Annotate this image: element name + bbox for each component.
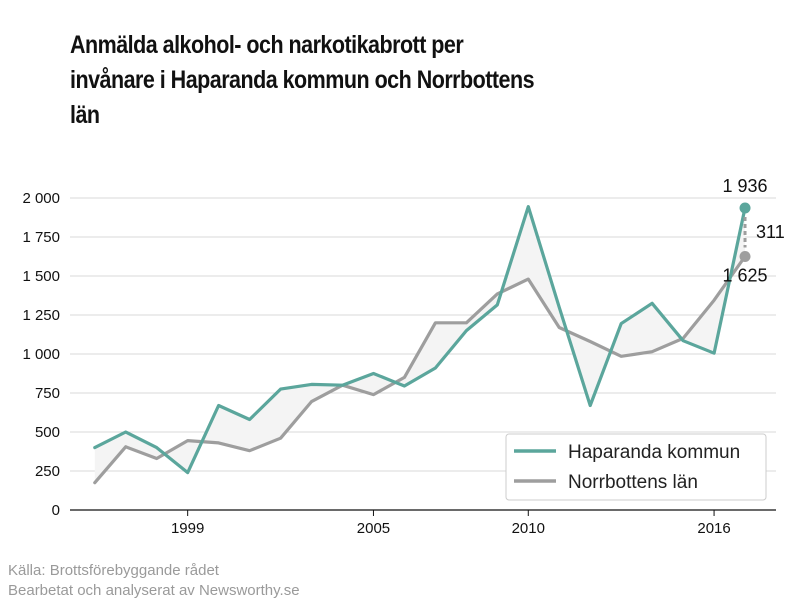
legend: Haparanda kommun Norrbottens län: [505, 433, 767, 501]
chart-title-line-3: län: [70, 101, 100, 129]
y-tick-label: 500: [35, 424, 60, 441]
end-annotations: 1 936 1 625 311: [723, 176, 785, 286]
y-tick-label: 1 750: [22, 229, 60, 246]
norrbotten-end-label: 1 625: [723, 266, 768, 286]
y-tick-label: 750: [35, 385, 60, 402]
source-line-2: Bearbetat och analyserat av Newsworthy.s…: [8, 582, 300, 599]
series-lines: [93, 205, 747, 485]
y-tick-label: 250: [35, 463, 60, 480]
legend-label-norrbotten: Norrbottens län: [568, 472, 698, 493]
y-tick-label: 1 500: [22, 268, 60, 285]
y-tick-label: 1 000: [22, 346, 60, 363]
y-tick-label: 0: [52, 502, 60, 519]
source-note: Källa: Brottsförebyggande rådet Bearbeta…: [8, 561, 300, 601]
x-tick-label: 2016: [697, 520, 730, 537]
x-tick-label: 2010: [512, 520, 545, 537]
source-line-1: Källa: Brottsförebyggande rådet: [8, 562, 219, 579]
axes: 1999 2005 2010 2016: [70, 509, 776, 537]
y-tick-label: 1 250: [22, 307, 60, 324]
series-line-haparanda: [93, 205, 747, 475]
chart-title-line-1: Anmälda alkohol- och narkotikabrott per: [70, 31, 464, 59]
legend-box: [505, 433, 767, 501]
chart-title-line-2: invånare i Haparanda kommun och Norrbott…: [70, 66, 535, 94]
norrbotten-end-marker: [739, 251, 751, 262]
haparanda-end-label: 1 936: [723, 176, 768, 196]
y-tick-label: 2 000: [22, 190, 60, 207]
chart-title: Anmälda alkohol- och narkotikabrott per …: [70, 28, 552, 133]
difference-label: 311: [756, 222, 785, 242]
x-tick-label: 1999: [171, 520, 204, 537]
legend-label-haparanda: Haparanda kommun: [568, 442, 740, 463]
haparanda-end-marker: [739, 202, 751, 214]
x-tick-label: 2005: [357, 520, 390, 537]
